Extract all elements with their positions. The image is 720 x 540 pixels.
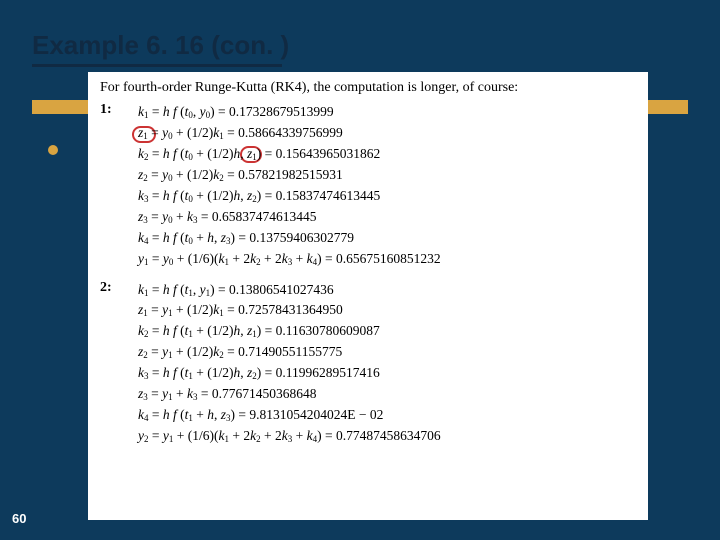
step-2-block: 2: k1 = h f (t1, y1) = 0.13806541027436 …	[100, 280, 636, 448]
top-rule-decoration	[32, 18, 212, 23]
val-s1-k4: 0.13759406302779	[249, 230, 354, 245]
step-2-label: 2:	[100, 280, 124, 296]
val-s2-k2: 0.11630780609087	[276, 323, 380, 338]
eq-s1-k1: k1 = h f (t0, y0) = 0.17328679513999	[138, 102, 636, 123]
intro-text: For fourth-order Runge-Kutta (RK4), the …	[100, 80, 636, 96]
step-1-label: 1:	[100, 102, 124, 118]
val-s1-z3: 0.65837474613445	[212, 209, 317, 224]
eq-s2-y2: y2 = y1 + (1/6)(k1 + 2k2 + 2k3 + k4) = 0…	[138, 426, 636, 447]
val-s2-k1: 0.13806541027436	[229, 282, 334, 297]
val-s1-z1: 0.58664339756999	[238, 125, 343, 140]
val-s1-y1: 0.65675160851232	[336, 251, 441, 266]
step-2-equations: k1 = h f (t1, y1) = 0.13806541027436 z1 …	[138, 280, 636, 448]
eq-s1-z1: z1 = y0 + (1/2)k1 = 0.58664339756999	[138, 123, 636, 144]
eq-s2-k2: k2 = h f (t1 + (1/2)h, z1) = 0.116307806…	[138, 321, 636, 342]
eq-s2-z3: z3 = y1 + k3 = 0.77671450368648	[138, 384, 636, 405]
slide-number: 60	[12, 511, 26, 526]
eq-s2-z1: z1 = y1 + (1/2)k1 = 0.72578431364950	[138, 300, 636, 321]
step-1-block: 1: k1 = h f (t0, y0) = 0.17328679513999 …	[100, 102, 636, 270]
val-s2-z3: 0.77671450368648	[212, 386, 317, 401]
eq-s1-k2: k2 = h f (t0 + (1/2)h, z1) = 0.156439650…	[138, 144, 636, 165]
content-panel: For fourth-order Runge-Kutta (RK4), the …	[88, 72, 648, 520]
eq-s2-k1: k1 = h f (t1, y1) = 0.13806541027436	[138, 280, 636, 301]
bullet-dot	[48, 145, 58, 155]
val-s1-z2: 0.57821982515931	[238, 167, 343, 182]
val-s1-k2: 0.15643965031862	[276, 146, 381, 161]
val-s2-z2: 0.71490551155775	[238, 344, 342, 359]
eq-s1-z3: z3 = y0 + k3 = 0.65837474613445	[138, 207, 636, 228]
title-underline	[32, 64, 282, 67]
val-s2-k3: 0.11996289517416	[276, 365, 380, 380]
val-s2-z1: 0.72578431364950	[238, 302, 343, 317]
eq-s1-k3: k3 = h f (t0 + (1/2)h, z2) = 0.158374746…	[138, 186, 636, 207]
step-1-equations: k1 = h f (t0, y0) = 0.17328679513999 z1 …	[138, 102, 636, 270]
slide-title: Example 6. 16 (con. )	[32, 30, 289, 61]
eq-s2-k3: k3 = h f (t1 + (1/2)h, z2) = 0.119962895…	[138, 363, 636, 384]
val-s1-k1: 0.17328679513999	[229, 104, 334, 119]
val-s2-k4: 9.8131054204024E − 02	[249, 407, 383, 422]
eq-s1-k4: k4 = h f (t0 + h, z3) = 0.13759406302779	[138, 228, 636, 249]
eq-s1-y1: y1 = y0 + (1/6)(k1 + 2k2 + 2k3 + k4) = 0…	[138, 249, 636, 270]
eq-s2-k4: k4 = h f (t1 + h, z3) = 9.8131054204024E…	[138, 405, 636, 426]
eq-s1-z2: z2 = y0 + (1/2)k2 = 0.57821982515931	[138, 165, 636, 186]
eq-s2-z2: z2 = y1 + (1/2)k2 = 0.71490551155775	[138, 342, 636, 363]
val-s2-y2: 0.77487458634706	[336, 428, 441, 443]
val-s1-k3: 0.15837474613445	[276, 188, 381, 203]
